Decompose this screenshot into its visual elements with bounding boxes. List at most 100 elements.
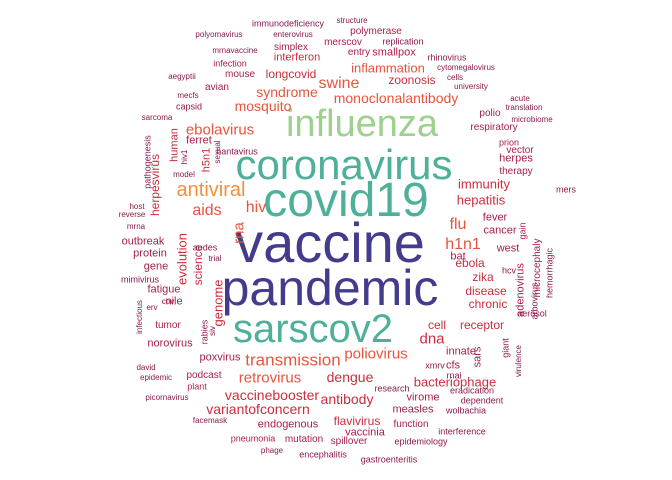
word-aerosol: aerosol: [517, 308, 547, 319]
word-structure: structure: [336, 16, 368, 25]
word-h5n1: h5n1: [200, 147, 213, 173]
word-infection: infection: [213, 58, 247, 69]
word-retrovirus: retrovirus: [238, 369, 302, 387]
word-phage: phage: [260, 446, 284, 455]
word-cells: cells: [446, 73, 464, 82]
word-wolbachia: wolbachia: [445, 405, 487, 416]
word-variantofconcern: variantofconcern: [206, 401, 310, 417]
word-hepatitis: hepatitis: [456, 192, 506, 208]
word-capsid: capsid: [175, 101, 203, 112]
word-epidemic: epidemic: [139, 373, 173, 382]
word-polymerase: polymerase: [350, 26, 402, 37]
word-evolution: evolution: [174, 232, 190, 286]
word-research: research: [374, 383, 410, 394]
word-function: function: [393, 419, 429, 430]
word-receptor: receptor: [459, 318, 505, 332]
word-antibody: antibody: [320, 391, 374, 407]
word-enterovirus: enterovirus: [273, 30, 313, 39]
word-longcovid: longcovid: [265, 67, 317, 81]
word-prion: prion: [498, 137, 520, 148]
word-entry: entry: [347, 47, 371, 58]
word-reverse: reverse: [118, 210, 146, 219]
word-fatigue: fatigue: [147, 283, 181, 296]
word-gastroenteritis: gastroenteritis: [360, 454, 418, 465]
word-influenza: influenza: [285, 103, 439, 145]
word-monoclonalantibody: monoclonalantibody: [333, 90, 459, 106]
word-dependent: dependent: [460, 395, 504, 406]
word-transmission: transmission: [245, 350, 341, 370]
word-mouse: mouse: [224, 69, 256, 80]
word-infectious: infectious: [135, 300, 144, 334]
word-zika: zika: [472, 270, 494, 284]
word-chronic: chronic: [468, 297, 508, 311]
word-podcast: podcast: [186, 370, 222, 381]
word-aedes: aedes: [192, 242, 218, 253]
word-hiv: hiv: [245, 199, 267, 216]
word-human: human: [168, 128, 181, 162]
word-herpes: herpes: [499, 152, 533, 165]
word-fever: fever: [482, 211, 508, 224]
word-cfs: cfs: [445, 359, 461, 372]
word-hemorrhagic: hemorrhagic: [544, 247, 555, 299]
word-coronavirus: coronavirus: [235, 141, 453, 188]
word-sarcoma: sarcoma: [141, 113, 173, 122]
word-encephalitis: encephalitis: [299, 449, 347, 460]
word-bacteriophage: bacteriophage: [413, 374, 497, 390]
word-erv: erv: [146, 303, 158, 312]
word-immunity: immunity: [457, 176, 511, 192]
word-sars: sars: [471, 346, 484, 368]
word-cancer: cancer: [483, 224, 517, 237]
word-university: university: [454, 82, 488, 91]
word-interferon: interferon: [273, 51, 321, 64]
word-rnai: rnai: [446, 370, 462, 381]
word-endogenous: endogenous: [257, 418, 319, 431]
word-virulence: virulence: [514, 344, 523, 378]
word-merscov: merscov: [324, 37, 362, 48]
word-outbreak: outbreak: [121, 235, 165, 248]
word-gain: gain: [517, 222, 528, 240]
word-mecfs: mecfs: [177, 91, 199, 100]
word-microbiome: microbiome: [511, 115, 553, 124]
word-aegyptii: aegyptii: [168, 72, 196, 81]
word-poxvirus: poxvirus: [199, 351, 241, 364]
word-west: west: [496, 242, 520, 255]
word-interference: interference: [438, 426, 486, 437]
word-trial: trial: [208, 254, 222, 263]
word-polio: polio: [479, 108, 501, 119]
word-vaccinebooster: vaccinebooster: [224, 387, 320, 403]
word-virome: virome: [406, 391, 440, 404]
word-avian: avian: [205, 82, 229, 93]
word-rna: rna: [230, 222, 248, 244]
word-poliovirus: poliovirus: [344, 345, 408, 363]
word-disease: disease: [465, 284, 507, 298]
word-pandemic: pandemic: [221, 260, 439, 316]
word-plant: plant: [187, 381, 207, 392]
word-dengue: dengue: [326, 369, 374, 385]
word-dna: dna: [419, 330, 445, 348]
word-david: david: [136, 363, 156, 372]
word-vaccinia: vaccinia: [345, 426, 385, 439]
word-antiviral: antiviral: [176, 179, 246, 201]
word-inflammation: inflammation: [351, 60, 425, 76]
word-sexual: sexual: [213, 140, 222, 164]
word-siv: siv: [208, 326, 217, 336]
word-mimivirus: mimivirus: [121, 274, 159, 285]
word-mrna: mrna: [126, 222, 146, 231]
word-smallpox: smallpox: [372, 46, 416, 59]
word-xmrv: xmrv: [425, 360, 445, 371]
word-hcv: hcv: [501, 265, 517, 276]
word-hantavirus: hantavirus: [216, 146, 258, 157]
word-cell: cell: [427, 318, 447, 332]
word-pneumonia: pneumonia: [230, 433, 276, 444]
word-picornavirus: picornavirus: [145, 393, 189, 402]
word-epidemiology: epidemiology: [394, 436, 448, 447]
word-polyomavirus: polyomavirus: [195, 30, 243, 39]
word-translation: translation: [505, 103, 543, 112]
word-cov: cov: [161, 297, 175, 306]
word-acute: acute: [510, 94, 530, 103]
word-h1n1: h1n1: [445, 236, 481, 253]
word-measles: measles: [392, 403, 434, 416]
word-eradication: eradication: [449, 385, 495, 396]
word-model: model: [173, 170, 195, 179]
